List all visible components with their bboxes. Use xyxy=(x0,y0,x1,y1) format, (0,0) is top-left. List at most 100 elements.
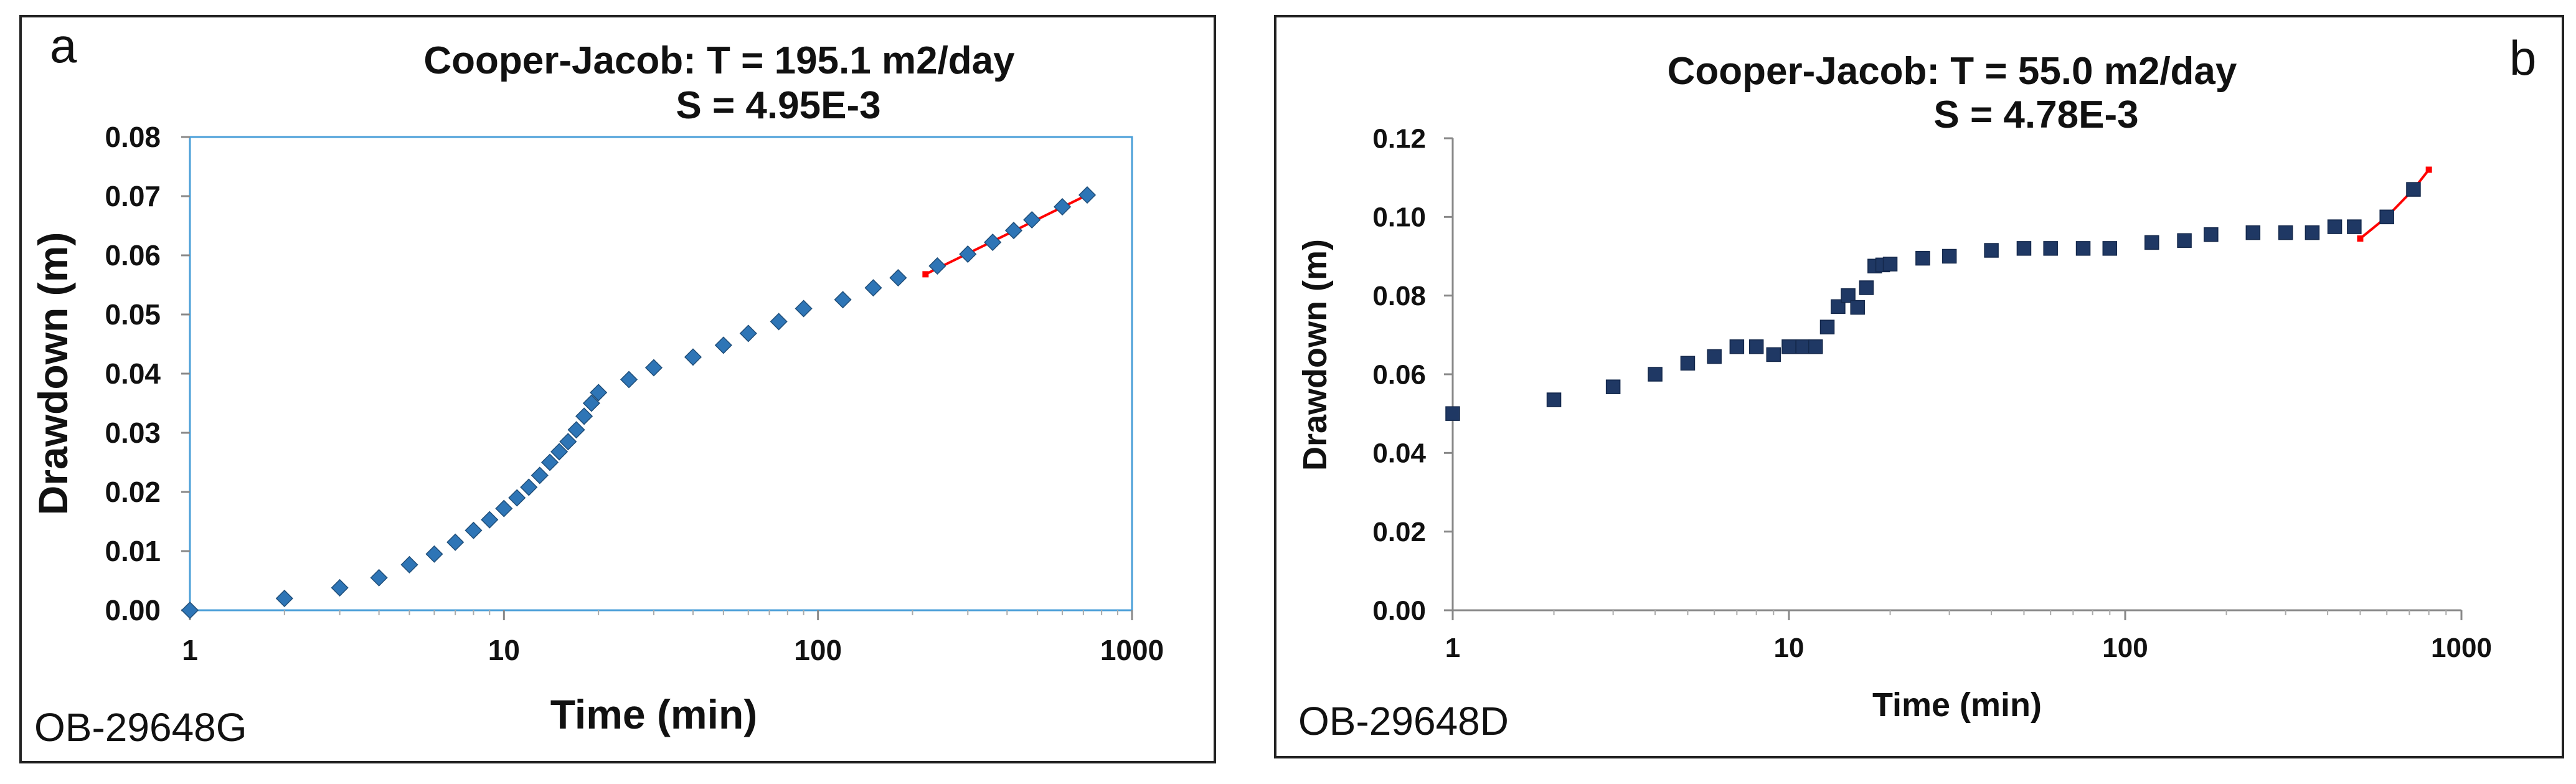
panel-a-data-point xyxy=(590,384,608,402)
panel-a-y-tick-label: 0.04 xyxy=(105,357,161,390)
panel-b-data-point xyxy=(1680,356,1696,371)
panel-a-data-point xyxy=(739,324,757,342)
panel-a-ylabel: Drawdown (m) xyxy=(30,232,76,516)
panel-b-title: Cooper-Jacob: T = 55.0 m2/day xyxy=(1668,50,2237,93)
panel-b-data-point xyxy=(2406,182,2421,197)
panel-b-fit-point xyxy=(2357,235,2364,242)
panel-a-y-tick-label: 0.08 xyxy=(105,121,161,153)
panel-b-data-point xyxy=(2016,241,2032,256)
panel-a-x-tick-label: 100 xyxy=(794,634,842,666)
panel-a-data-point xyxy=(714,336,732,354)
panel-a-frame xyxy=(19,15,1216,763)
panel-b-data-point xyxy=(1781,339,1796,354)
panel-b-label: b xyxy=(2509,31,2536,85)
panel-b-y-tick-label: 0.12 xyxy=(1372,123,1426,154)
panel-b-y-tick-label: 0.00 xyxy=(1372,595,1426,626)
panel-a-data-point xyxy=(795,300,813,318)
panel-b-data-point xyxy=(2075,241,2091,256)
panel-a-data-point xyxy=(1023,210,1041,229)
panel-a-data-point xyxy=(495,499,513,517)
panel-a-data-point xyxy=(575,407,593,425)
panel-b-y-tick-label: 0.04 xyxy=(1372,438,1426,469)
panel-b-x-tick-label: 1000 xyxy=(2431,633,2492,663)
panel-b-data-point xyxy=(1648,367,1663,382)
panel-b-x-tick-label: 1 xyxy=(1445,633,1460,663)
panel-a-y-tick-label: 0.00 xyxy=(105,594,161,626)
panel-a-label: a xyxy=(50,18,77,73)
panel-b-data-point xyxy=(2144,235,2159,250)
panel-a-data-point xyxy=(1078,186,1097,204)
panel-a-well-label: OB-29648G xyxy=(34,705,247,750)
panel-a-fit-point xyxy=(922,271,929,278)
panel-b-data-point xyxy=(1819,319,1835,334)
panel-b-data-point xyxy=(1748,339,1764,354)
panel-b-data-point xyxy=(2102,241,2118,256)
panel-b-fit-point xyxy=(2425,166,2432,173)
panel-a-plot: 0.00 0.01 0.02 0.03 0.04 0.05 0.06 0.07 0.08 1 10 1… xyxy=(105,121,1164,666)
panel-b-well-label: OB-29648D xyxy=(1298,699,1509,744)
panel-b-x-tick-label: 10 xyxy=(1774,633,1805,663)
panel-b-data-point xyxy=(1882,257,1898,272)
panel-a-data-point xyxy=(1004,222,1023,240)
panel-a-data-point xyxy=(959,245,977,263)
panel-a-x-tick-label: 1 xyxy=(182,634,198,666)
panel-b-data-point xyxy=(1841,288,1856,303)
panel-b-ylabel: Drawdown (m) xyxy=(1296,239,1334,471)
panel-a-y-tick-label: 0.05 xyxy=(105,298,161,331)
panel-a-data-point xyxy=(889,269,907,287)
panel-b-data-point xyxy=(1707,349,1722,364)
panel-b-y-tick-label: 0.02 xyxy=(1372,517,1426,547)
panel-a-data-point xyxy=(834,291,852,309)
panel-a-x-tick-label: 1000 xyxy=(1100,634,1164,666)
panel-b-data-point xyxy=(2278,225,2293,240)
panel-a-x-tick-label: 10 xyxy=(488,634,520,666)
panel-a-data-point xyxy=(400,555,418,574)
panel-a-xlabel: Time (min) xyxy=(550,691,757,737)
panel-a-data-point xyxy=(928,257,946,275)
panel-b-subtitle: S = 4.78E-3 xyxy=(1933,93,2138,136)
panel-a-data-point xyxy=(644,359,663,377)
panel-a-data-point xyxy=(559,433,577,451)
panel-a-data-point xyxy=(520,478,538,496)
panel-b-data-point xyxy=(2204,227,2219,242)
panel-a-data-point xyxy=(550,443,569,461)
panel-a-data-point xyxy=(1054,198,1072,216)
panel-b-data-point xyxy=(1859,280,1874,295)
panel-a-subtitle: S = 4.95E-3 xyxy=(676,84,880,127)
panel-a-y-tick-label: 0.06 xyxy=(105,239,161,272)
panel-a-y-tick-label: 0.02 xyxy=(105,476,161,508)
panel-b-data-point xyxy=(1941,248,1957,264)
panel-a-data-point xyxy=(582,394,600,412)
panel-a-data-point xyxy=(181,601,199,620)
panel-a-y-tick-label: 0.03 xyxy=(105,417,161,449)
panel-b-data-point xyxy=(1915,250,1930,266)
panel-a-data-point xyxy=(984,234,1002,252)
panel-b-data-point xyxy=(1850,300,1865,315)
panel-b-y-tick-label: 0.06 xyxy=(1372,359,1426,390)
panel-b-data-point xyxy=(1766,347,1781,362)
panel-b-data-point xyxy=(1729,339,1745,354)
panel-b-data-point xyxy=(2327,219,2342,234)
panel-b-frame xyxy=(1274,15,2564,758)
panel-a-data-point xyxy=(331,579,349,597)
panel-a-title: Cooper-Jacob: T = 195.1 m2/day xyxy=(423,39,1015,82)
panel-a-data-point xyxy=(531,466,549,484)
panel-b-data-point xyxy=(2305,225,2320,240)
panel-a-y-tick-label: 0.01 xyxy=(105,535,161,567)
panel-b-data-point xyxy=(1795,339,1811,354)
panel-b-data-point xyxy=(1808,339,1823,354)
panel-b-data-point xyxy=(1605,379,1621,394)
panel-a-y-tick-label: 0.07 xyxy=(105,180,161,212)
panel-a-data-point xyxy=(370,569,388,587)
panel-a-data-point xyxy=(481,511,499,529)
panel-b-plot: 0.00 0.02 0.04 0.06 0.08 0.10 0.12 1 10 100 1000 xyxy=(1372,123,2492,663)
panel-b-y-tick-label: 0.10 xyxy=(1372,202,1426,233)
panel-b-data-point xyxy=(2379,209,2394,225)
panel-b-data-point xyxy=(2347,219,2362,234)
panel-a-data-point xyxy=(567,421,585,439)
panel-b-data-point xyxy=(2177,233,2192,248)
panel-a-data-point xyxy=(684,348,702,366)
panel-a-data-point xyxy=(540,453,559,471)
panel-a-data-point xyxy=(465,521,483,539)
panel-a-data-point xyxy=(864,279,882,297)
